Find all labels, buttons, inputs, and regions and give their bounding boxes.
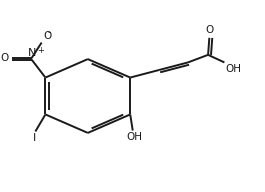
Text: OH: OH bbox=[226, 64, 242, 74]
Text: N: N bbox=[27, 48, 36, 58]
Text: O: O bbox=[1, 53, 9, 63]
Text: +: + bbox=[37, 46, 44, 55]
Text: -: - bbox=[47, 27, 51, 37]
Text: O: O bbox=[43, 31, 51, 41]
Text: I: I bbox=[33, 133, 36, 143]
Text: OH: OH bbox=[126, 132, 142, 142]
Text: O: O bbox=[205, 25, 214, 35]
